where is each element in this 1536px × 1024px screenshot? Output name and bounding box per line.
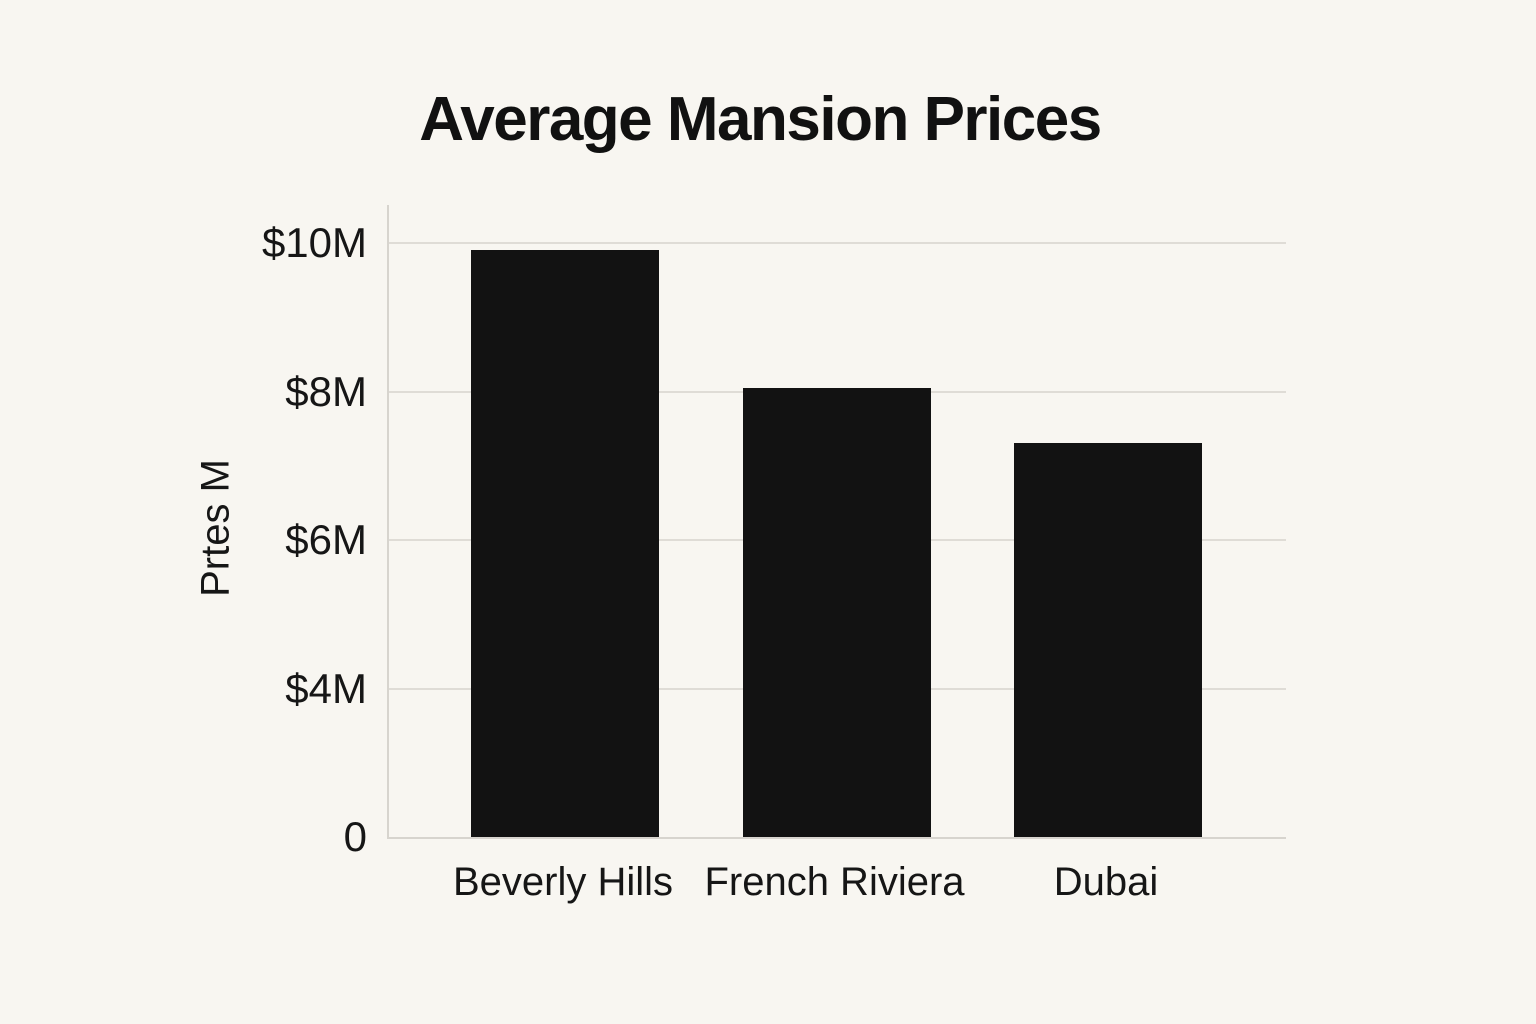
bar-french-riviera (742, 388, 931, 837)
y-tick-label: $4M (285, 664, 367, 712)
plot-area (387, 205, 1286, 839)
bar-beverly-hills (471, 250, 659, 837)
gridline (389, 242, 1286, 244)
y-tick-label: 0 (343, 813, 367, 860)
chart-title: Average Mansion Prices (419, 85, 1102, 154)
y-tick-label: $8M (285, 367, 367, 415)
bar-dubai (1014, 443, 1202, 837)
y-tick-label: $6M (285, 516, 367, 563)
y-tick-label: $10M (261, 219, 367, 266)
x-tick-label: French Riviera (704, 860, 965, 904)
x-tick-label: Dubai (1053, 860, 1159, 904)
x-tick-label: Beverly Hills (452, 860, 674, 904)
